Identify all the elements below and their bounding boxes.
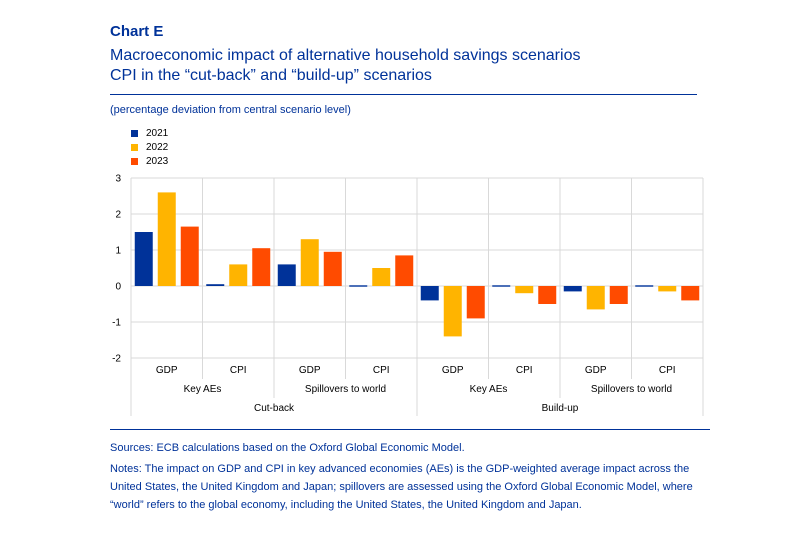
y-tick-label: 3 (115, 174, 121, 185)
x-subgroup-label: Key AEs (184, 384, 222, 395)
bar-2021-gdp (277, 264, 296, 286)
bar-2021-gdp (563, 286, 582, 292)
legend-item-2021: 2021 (131, 126, 168, 140)
y-tick-label: 2 (115, 210, 121, 221)
chart-title: Macroeconomic impact of alternative hous… (110, 47, 581, 64)
legend-label-2021: 2021 (146, 127, 169, 139)
x-category-label: GDP (299, 365, 321, 376)
bar-2021-gdp (134, 232, 153, 286)
bar-2021-cpi (635, 285, 654, 287)
unit-note: (percentage deviation from central scena… (110, 104, 351, 116)
bar-chart: 3 2 1 0 -1 -2 GDP CPI GDP CPI GDP CPI GDP CPI Key AEs S… (112, 174, 704, 416)
bar-2023-gdp (180, 226, 199, 286)
x-category-label: CPI (373, 365, 390, 376)
bar-2022-cpi (372, 268, 391, 286)
header-rule (110, 94, 697, 95)
x-subgroup-label: Key AEs (470, 384, 508, 395)
legend-swatch-2022 (131, 143, 138, 151)
legend-label-2023: 2023 (146, 155, 169, 167)
legend-label-2022: 2022 (146, 141, 169, 153)
x-category-label: GDP (585, 365, 607, 376)
y-tick-label: -1 (112, 318, 121, 329)
x-subgroup-label: Spillovers to world (305, 384, 386, 395)
x-category-label: GDP (442, 365, 464, 376)
chart-subtitle: CPI in the “cut-back” and “build-up” sce… (110, 67, 432, 84)
bar-2023-cpi (538, 286, 557, 304)
bar-2022-cpi (515, 286, 534, 294)
x-group-label: Build-up (542, 403, 579, 414)
bar-2021-cpi (349, 285, 368, 287)
bar-2022-gdp (157, 192, 176, 286)
x-category-label: CPI (659, 365, 676, 376)
y-tick-label: 1 (115, 246, 121, 257)
bar-2023-cpi (681, 286, 700, 301)
bar-2022-cpi (658, 286, 677, 292)
bar-2021-cpi (492, 285, 511, 287)
bar-2023-gdp (466, 286, 485, 319)
legend-item-2022: 2022 (131, 140, 168, 154)
x-category-label: GDP (156, 365, 178, 376)
bar-2022-gdp (586, 286, 605, 310)
bar-2023-gdp (609, 286, 628, 304)
x-category-label: CPI (230, 365, 247, 376)
notes-text: Notes: The impact on GDP and CPI in key … (110, 463, 693, 511)
bar-2021-cpi (206, 284, 225, 286)
bar-2021-gdp (420, 286, 439, 301)
x-subgroup-label: Spillovers to world (591, 384, 672, 395)
bar-2023-gdp (323, 251, 342, 286)
chart-label: Chart E (110, 23, 164, 40)
y-tick-label: 0 (115, 282, 121, 293)
legend-swatch-2023 (131, 157, 138, 165)
legend-item-2023: 2023 (131, 154, 168, 168)
y-tick-label: -2 (112, 354, 121, 365)
bar-2022-gdp (300, 239, 319, 286)
bar-2022-cpi (229, 264, 248, 286)
bar-2023-cpi (252, 248, 271, 286)
legend: 2021 2022 2023 (131, 126, 168, 168)
sources-note: Sources: ECB calculations based on the O… (110, 442, 465, 454)
x-category-label: CPI (516, 365, 533, 376)
bar-2022-gdp (443, 286, 462, 337)
x-group-label: Cut-back (254, 403, 295, 414)
footer-rule (110, 429, 710, 430)
bar-2023-cpi (395, 255, 414, 286)
legend-swatch-2021 (131, 129, 138, 137)
